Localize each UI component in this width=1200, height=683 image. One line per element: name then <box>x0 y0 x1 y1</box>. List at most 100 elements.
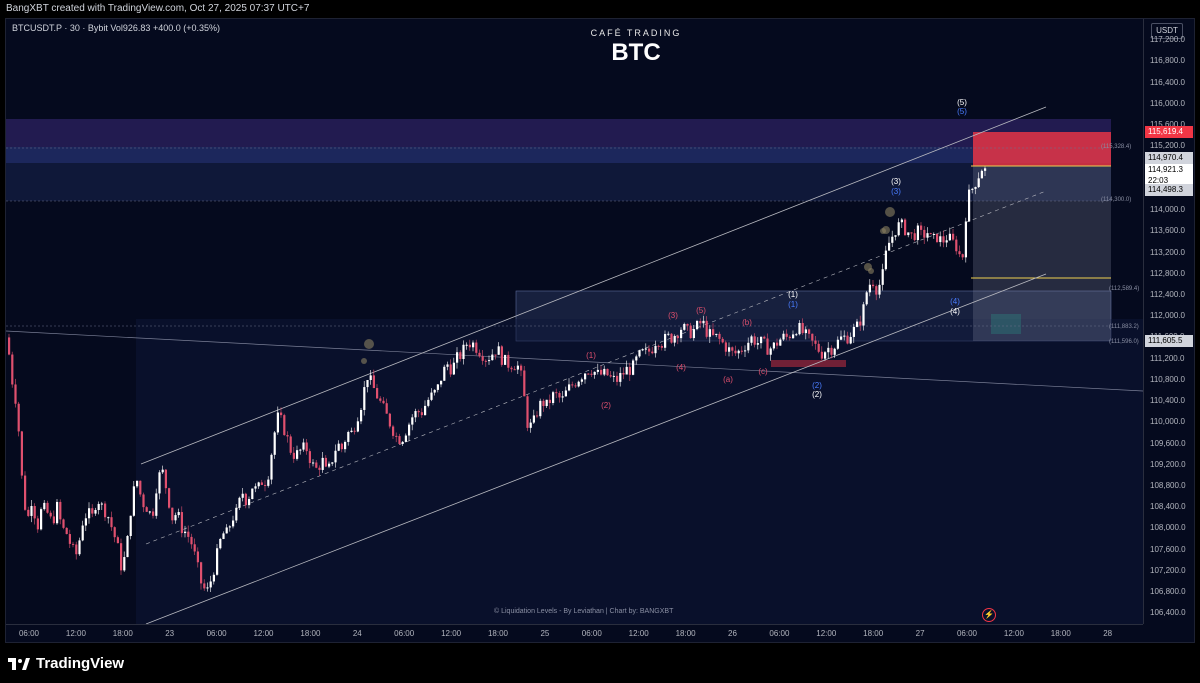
candle-body <box>59 501 62 520</box>
candle-body <box>884 250 887 270</box>
candle-body <box>660 345 663 348</box>
price-tick: 111,200.0 <box>1150 353 1185 363</box>
wave-label: (1) <box>788 300 798 309</box>
liquidity-bubble <box>361 358 367 364</box>
price-axis[interactable]: USDT 117,200.0 116,800.0 116,400.0 116,000.… <box>1143 19 1194 624</box>
candle-body <box>264 484 267 486</box>
candle-body <box>920 225 923 230</box>
candle-body <box>804 329 807 334</box>
candle-body <box>248 499 251 506</box>
candle-body <box>43 502 46 510</box>
time-axis[interactable]: 06:00 12:00 18:00 23 06:00 12:00 18:00 24 06:00 1… <box>6 624 1143 642</box>
candle-body <box>49 512 52 517</box>
candle-body <box>788 336 791 339</box>
candle-body <box>676 336 679 339</box>
candle-body <box>603 368 606 375</box>
candle-body <box>718 333 721 339</box>
time-tick: 12:00 <box>65 629 86 638</box>
chart-panel[interactable]: BTCUSDT.P · 30 · Bybit Vol926.83 +400.0 … <box>5 18 1195 643</box>
candle-body <box>385 403 388 414</box>
candle-body <box>513 369 516 371</box>
candle-body <box>564 390 567 397</box>
candle-body <box>891 236 894 243</box>
candle-body <box>926 233 929 238</box>
candle-body <box>446 364 449 367</box>
candle-body <box>430 392 433 400</box>
candle-body <box>952 233 955 240</box>
target-box <box>973 166 1111 341</box>
candle-body <box>942 236 945 243</box>
candle-body <box>286 435 289 437</box>
candle-body <box>270 454 273 480</box>
candle-body <box>878 284 881 295</box>
wave-label: (c) <box>758 367 768 376</box>
candle-body <box>552 392 555 404</box>
candle-body <box>280 412 283 416</box>
symbol-info[interactable]: BTCUSDT.P · 30 · Bybit <box>12 23 108 33</box>
level-tag: (111,596.0) <box>1109 339 1139 345</box>
small-green-zone <box>991 314 1021 334</box>
time-tick: 06:00 <box>206 629 227 638</box>
price-tick: 110,800.0 <box>1150 374 1185 384</box>
candle-body <box>945 240 948 243</box>
candle-body <box>123 557 126 571</box>
symbol-legend[interactable]: BTCUSDT.P · 30 · Bybit Vol926.83 +400.0 … <box>12 23 220 33</box>
candle-body <box>193 544 196 552</box>
candle-body <box>766 338 769 355</box>
candle-body <box>315 462 318 468</box>
tradingview-logo-icon <box>8 657 30 670</box>
candle-body <box>638 350 641 357</box>
candle-body <box>862 304 865 326</box>
candle-body <box>20 431 23 476</box>
candle-body <box>372 375 375 389</box>
wave-label: (4) <box>676 363 686 372</box>
candle-body <box>721 338 724 343</box>
candle-body <box>276 412 279 433</box>
candle-body <box>504 354 507 365</box>
price-chart-svg[interactable] <box>6 19 1143 624</box>
candle-body <box>747 342 750 351</box>
candle-body <box>126 536 129 558</box>
candle-body <box>299 449 302 451</box>
candle-body <box>836 339 839 349</box>
candle-body <box>712 329 715 335</box>
lightning-alert-icon[interactable]: ⚡ <box>982 608 996 622</box>
candle-body <box>843 335 846 337</box>
time-tick: 25 <box>540 629 550 638</box>
time-tick: 18:00 <box>487 629 509 638</box>
candle-body <box>571 384 574 386</box>
candle-body <box>475 342 478 353</box>
candle-body <box>958 251 961 255</box>
candle-body <box>168 488 171 508</box>
level-tag: (112,589.4) <box>1109 286 1140 292</box>
candle-body <box>420 412 423 416</box>
plot-area[interactable]: BTCUSDT.P · 30 · Bybit Vol926.83 +400.0 … <box>6 19 1143 624</box>
candle-body <box>907 232 910 236</box>
candle-body <box>980 170 983 179</box>
price-tick: 109,200.0 <box>1150 459 1186 469</box>
candle-body <box>888 242 891 251</box>
candle-body <box>100 503 103 505</box>
candle-body <box>72 543 75 545</box>
chart-credit-text: BangXBT created with TradingView.com, Oc… <box>6 3 310 14</box>
liquidity-bubble <box>885 207 895 217</box>
time-tick: 12:00 <box>628 629 649 638</box>
volume-value: Vol926.83 <box>110 23 151 33</box>
candle-body <box>216 548 219 575</box>
currency-button[interactable]: USDT <box>1151 23 1183 39</box>
candle-body <box>203 583 206 589</box>
candle-body <box>379 398 382 401</box>
candle-body <box>17 403 20 432</box>
candle-body <box>526 396 529 428</box>
candle-body <box>913 233 916 241</box>
candle-body <box>612 375 615 377</box>
time-tick: 06:00 <box>581 629 602 638</box>
candle-body <box>584 373 587 380</box>
candle-body <box>817 343 820 352</box>
tradingview-logo[interactable]: TradingView <box>8 655 124 672</box>
candle-body <box>376 388 379 399</box>
candle-body <box>491 354 494 361</box>
candle-body <box>27 509 30 516</box>
candle-body <box>558 392 561 398</box>
candle-body <box>113 527 116 538</box>
